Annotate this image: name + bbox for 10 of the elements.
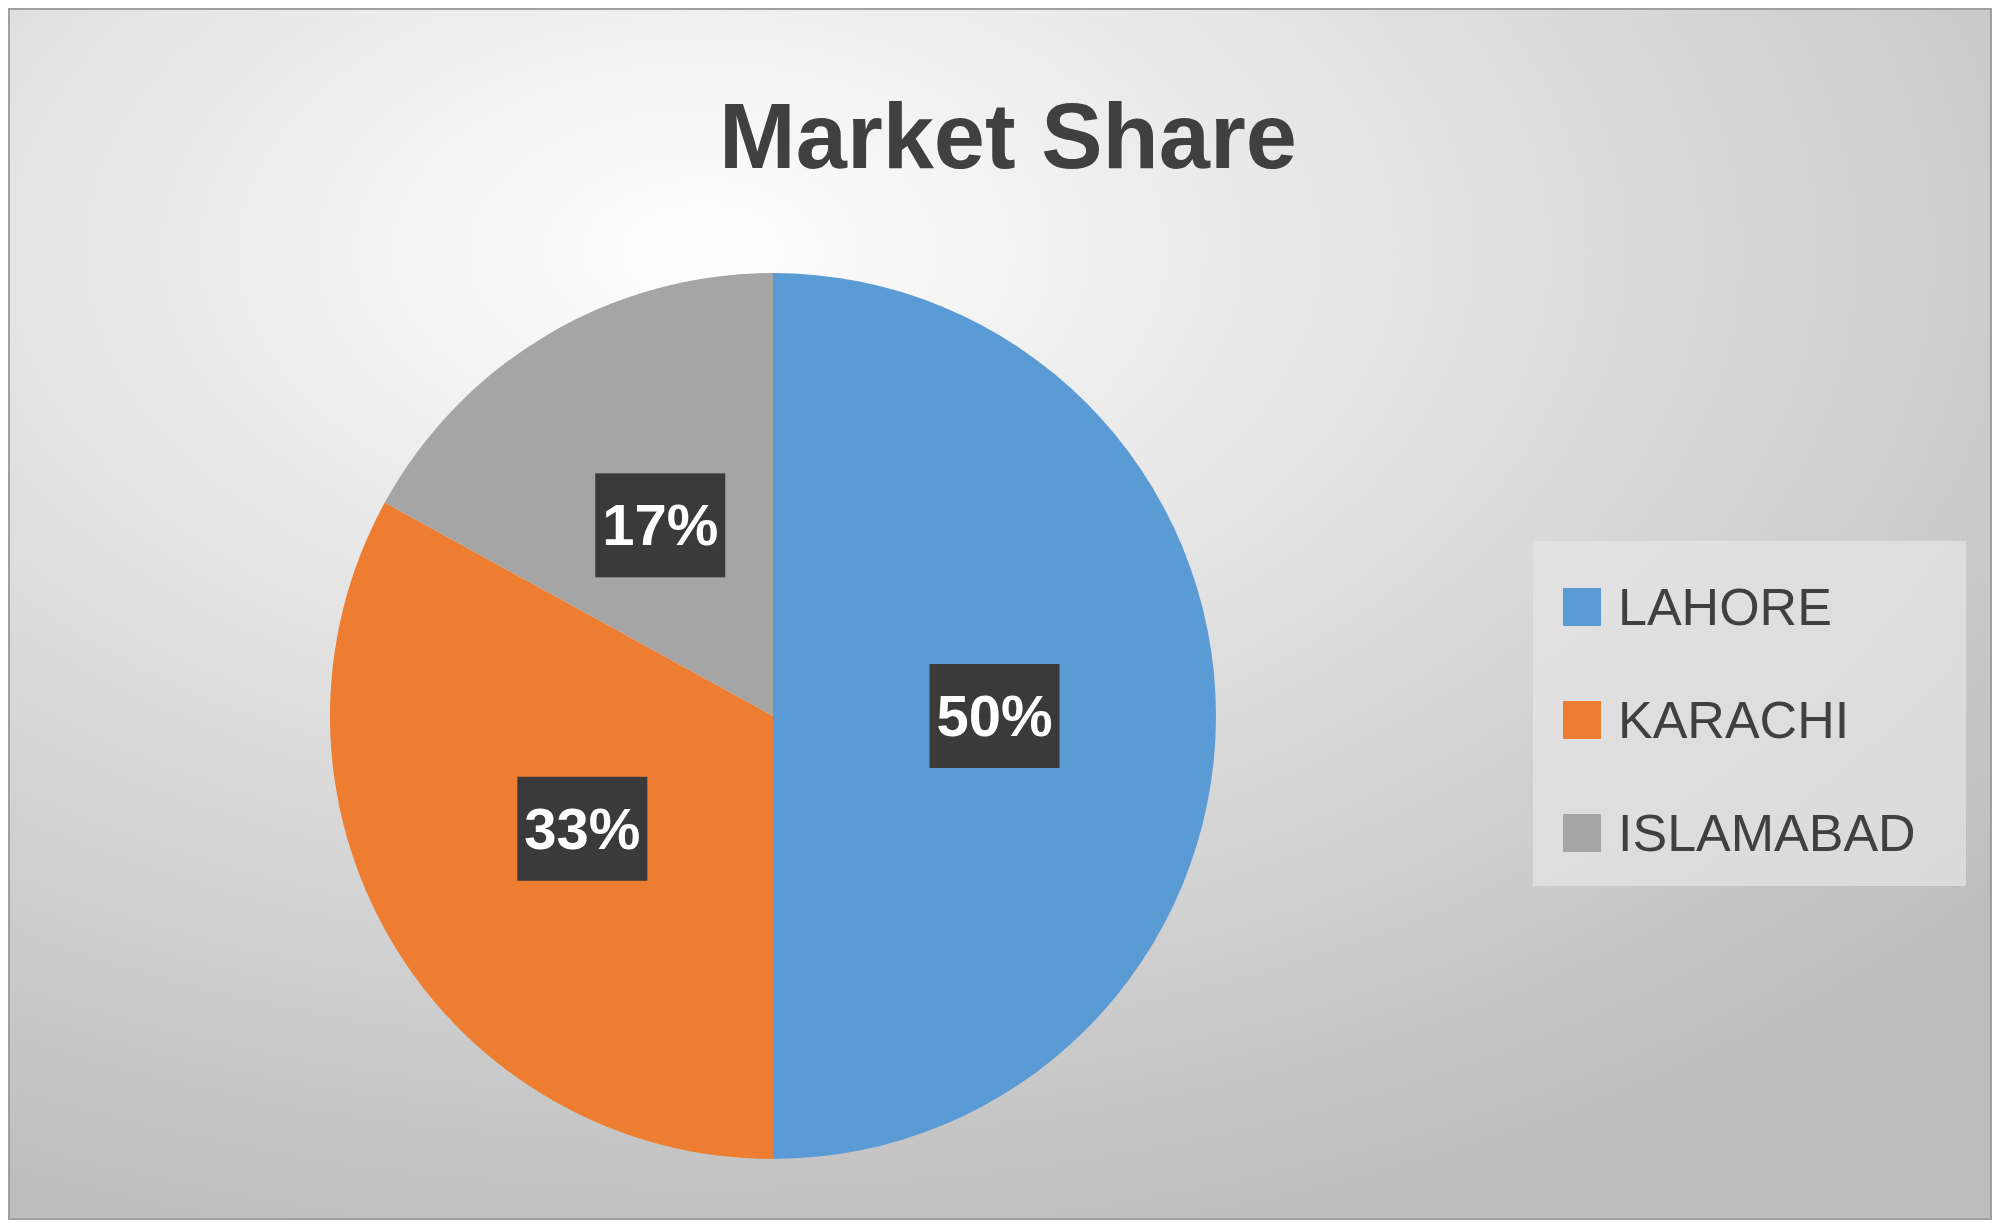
data-label: 17% xyxy=(602,492,719,558)
legend-label: ISLAMABAD xyxy=(1618,804,1916,862)
data-label: 33% xyxy=(524,795,641,861)
legend-label: KARACHI xyxy=(1618,691,1850,749)
pie-slice xyxy=(773,273,1216,1159)
chart-title: Market Share xyxy=(719,85,1297,187)
pie-slice xyxy=(384,273,773,716)
pie-slice xyxy=(330,502,773,1159)
data-label: 50% xyxy=(936,683,1053,748)
legend-label: LAHORE xyxy=(1618,578,1832,636)
